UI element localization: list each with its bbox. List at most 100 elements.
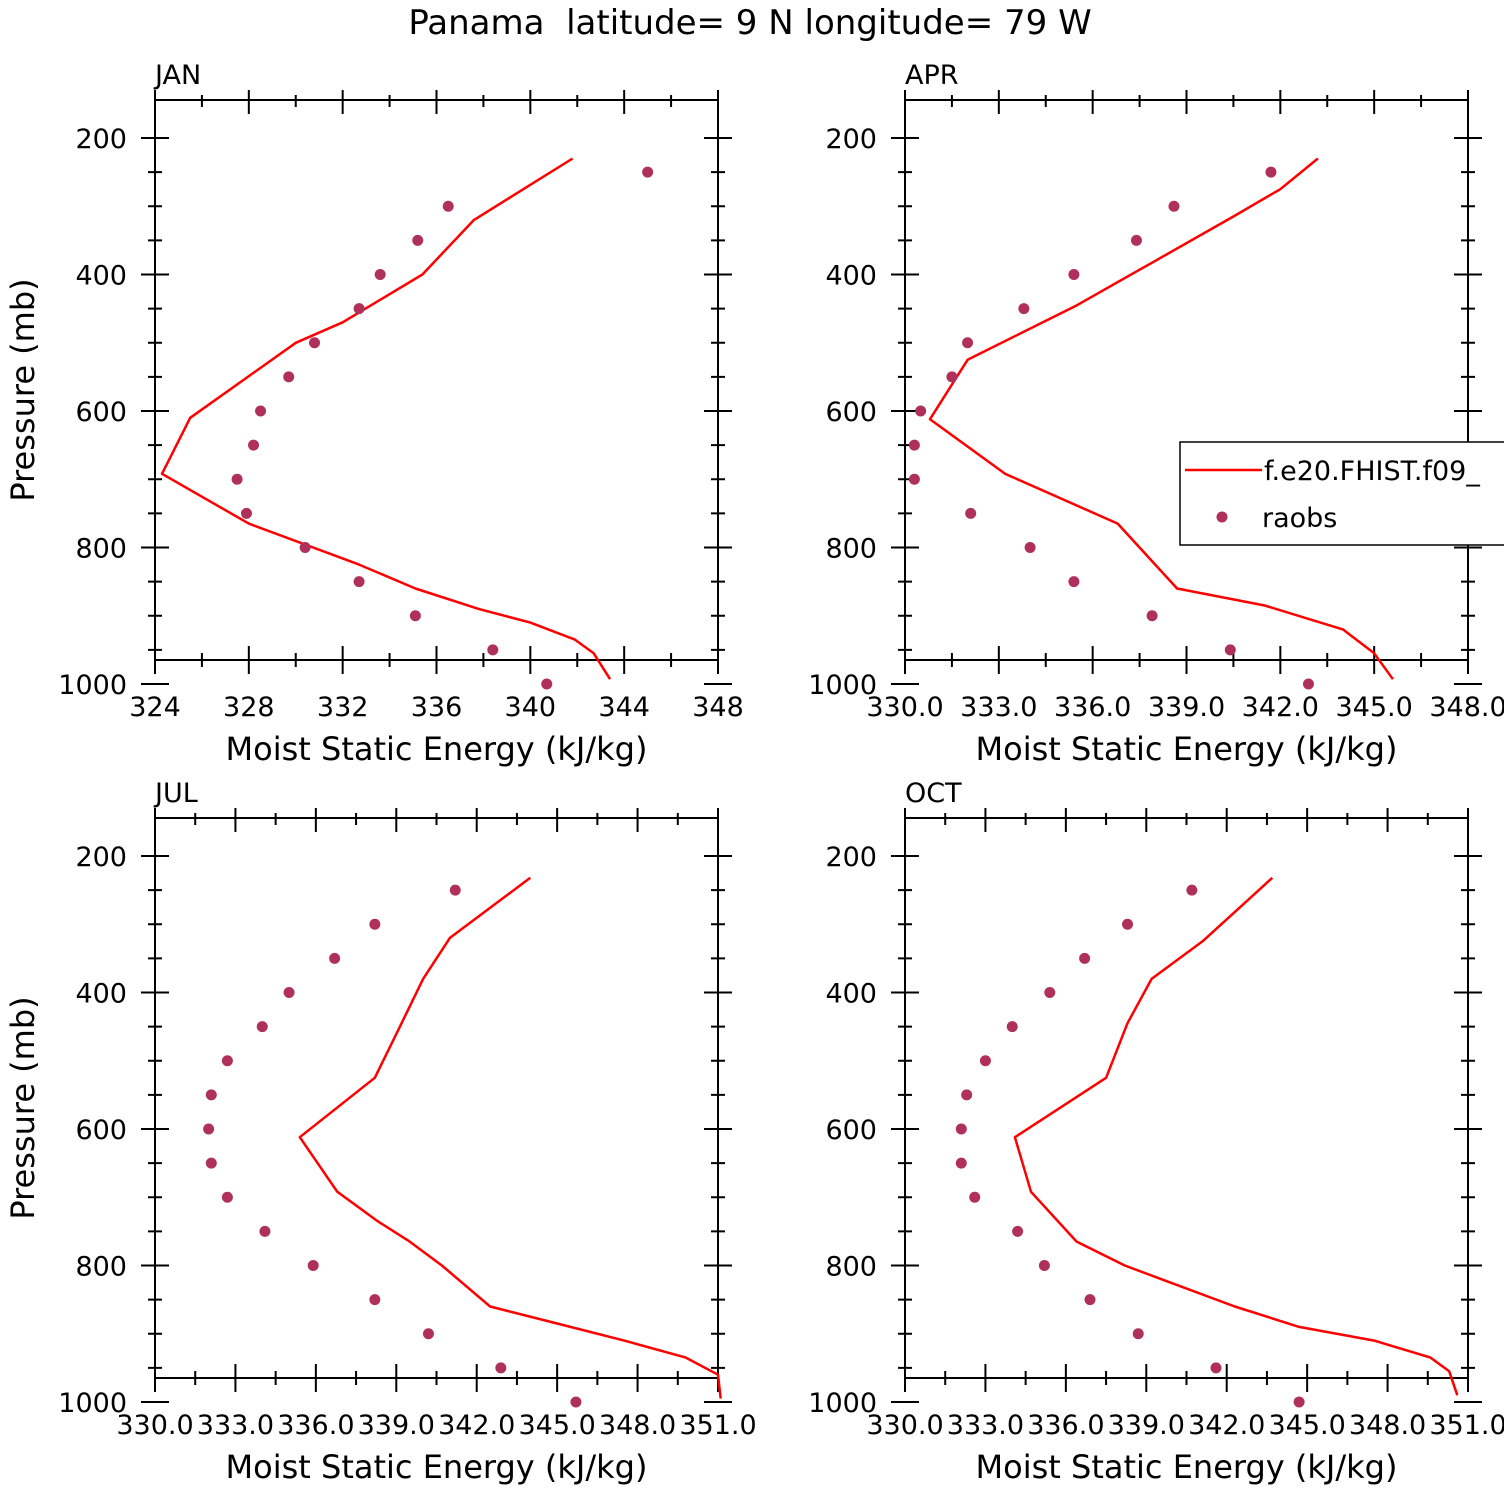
raobs-point: [240, 507, 252, 519]
y-tick-label: 400: [825, 261, 877, 292]
x-axis-label: Moist Static Energy (kJ/kg): [976, 730, 1398, 768]
raobs-point: [1068, 269, 1080, 280]
raobs-point: [259, 1225, 271, 1237]
raobs-point: [1265, 166, 1277, 178]
raobs-point: [283, 371, 295, 383]
raobs-point: [1122, 918, 1134, 930]
raobs-point: [1084, 1294, 1096, 1306]
x-tick-label: 339.0: [1148, 692, 1225, 723]
raobs-point: [962, 337, 974, 349]
y-tick-label: 200: [825, 124, 877, 155]
raobs-point: [369, 1294, 381, 1306]
x-tick-label: 351.0: [679, 1410, 756, 1441]
y-tick-label: 200: [825, 842, 877, 873]
raobs-point: [1044, 987, 1056, 998]
raobs-point: [642, 166, 654, 178]
raobs-point: [299, 542, 311, 553]
y-tick-label: 400: [825, 979, 877, 1010]
x-tick-label: 330.0: [866, 692, 943, 723]
raobs-point: [1038, 1260, 1050, 1271]
raobs-point: [231, 473, 243, 485]
raobs-point: [955, 1157, 967, 1169]
raobs-point: [1012, 1225, 1024, 1237]
y-tick-label: 1000: [58, 1388, 127, 1419]
raobs-point: [1186, 884, 1198, 896]
y-tick-label: 800: [825, 1252, 877, 1283]
x-tick-label: 345.0: [1336, 692, 1413, 723]
raobs-point: [374, 269, 386, 280]
raobs-point: [969, 1191, 981, 1203]
raobs-point: [495, 1362, 507, 1374]
y-tick-label: 1000: [58, 670, 127, 701]
y-tick-label: 600: [825, 397, 877, 428]
raobs-point: [221, 1055, 233, 1067]
raobs-point: [1146, 610, 1158, 622]
raobs-point: [1130, 234, 1142, 246]
panel-title: JAN: [153, 60, 201, 91]
raobs-point: [248, 439, 260, 451]
y-tick-label: 800: [75, 534, 127, 565]
x-tick-label: 348: [692, 692, 744, 723]
y-tick-label: 200: [75, 124, 127, 155]
x-tick-label: 333.0: [960, 692, 1037, 723]
raobs-point: [1293, 1396, 1305, 1408]
raobs-point: [915, 405, 927, 417]
raobs-point: [908, 473, 920, 485]
x-tick-label: 339.0: [358, 1410, 435, 1441]
legend-box: [1179, 441, 1504, 546]
y-axis-label: Pressure (mb): [4, 278, 42, 501]
y-tick-label: 600: [75, 1115, 127, 1146]
legend-label-raobs: raobs: [1262, 503, 1337, 534]
raobs-point: [442, 200, 454, 212]
raobs-point: [1079, 952, 1091, 964]
x-tick-label: 342.0: [1188, 1410, 1265, 1441]
raobs-point: [570, 1396, 582, 1408]
raobs-point: [369, 918, 381, 930]
x-tick-label: 333.0: [197, 1410, 274, 1441]
plot-frame: [154, 817, 719, 1379]
model-line: [160, 157, 612, 680]
x-axis-label: Moist Static Energy (kJ/kg): [226, 730, 648, 768]
y-tick-label: 400: [75, 979, 127, 1010]
raobs-point: [205, 1089, 217, 1101]
x-tick-label: 344: [598, 692, 650, 723]
raobs-point: [203, 1123, 215, 1135]
model-line: [1013, 876, 1459, 1396]
figure-title: Panama latitude= 9 N longitude= 79 W: [408, 3, 1091, 43]
raobs-point: [255, 405, 267, 417]
y-tick-label: 600: [825, 1115, 877, 1146]
y-tick-label: 600: [75, 397, 127, 428]
x-tick-label: 333.0: [947, 1410, 1024, 1441]
raobs-point: [309, 337, 321, 349]
raobs-point: [422, 1328, 434, 1340]
x-tick-label: 336.0: [277, 1410, 354, 1441]
raobs-point: [541, 678, 553, 690]
x-tick-label: 324: [129, 692, 181, 723]
raobs-point: [205, 1157, 217, 1169]
panel-title: JUL: [153, 778, 198, 809]
raobs-point: [1302, 678, 1314, 690]
y-tick-label: 1000: [808, 1388, 877, 1419]
x-tick-label: 336: [411, 692, 463, 723]
panel-title: OCT: [905, 778, 962, 809]
raobs-point: [908, 439, 920, 451]
raobs-point: [353, 303, 365, 315]
legend: f.e20.FHIST.f09_ raobs: [1179, 441, 1504, 546]
raobs-point: [283, 987, 295, 998]
x-axis-label: Moist Static Energy (kJ/kg): [226, 1448, 648, 1486]
raobs-point: [412, 234, 424, 246]
x-tick-label: 345.0: [1268, 1410, 1345, 1441]
raobs-point: [1210, 1362, 1222, 1374]
raobs-point: [329, 952, 341, 964]
legend-marker-swatch: [1216, 511, 1228, 523]
raobs-point: [256, 1021, 268, 1033]
raobs-point: [1068, 576, 1080, 588]
raobs-point: [1006, 1021, 1018, 1033]
raobs-point: [965, 507, 977, 519]
x-tick-label: 330.0: [116, 1410, 193, 1441]
raobs-point: [1224, 644, 1236, 656]
